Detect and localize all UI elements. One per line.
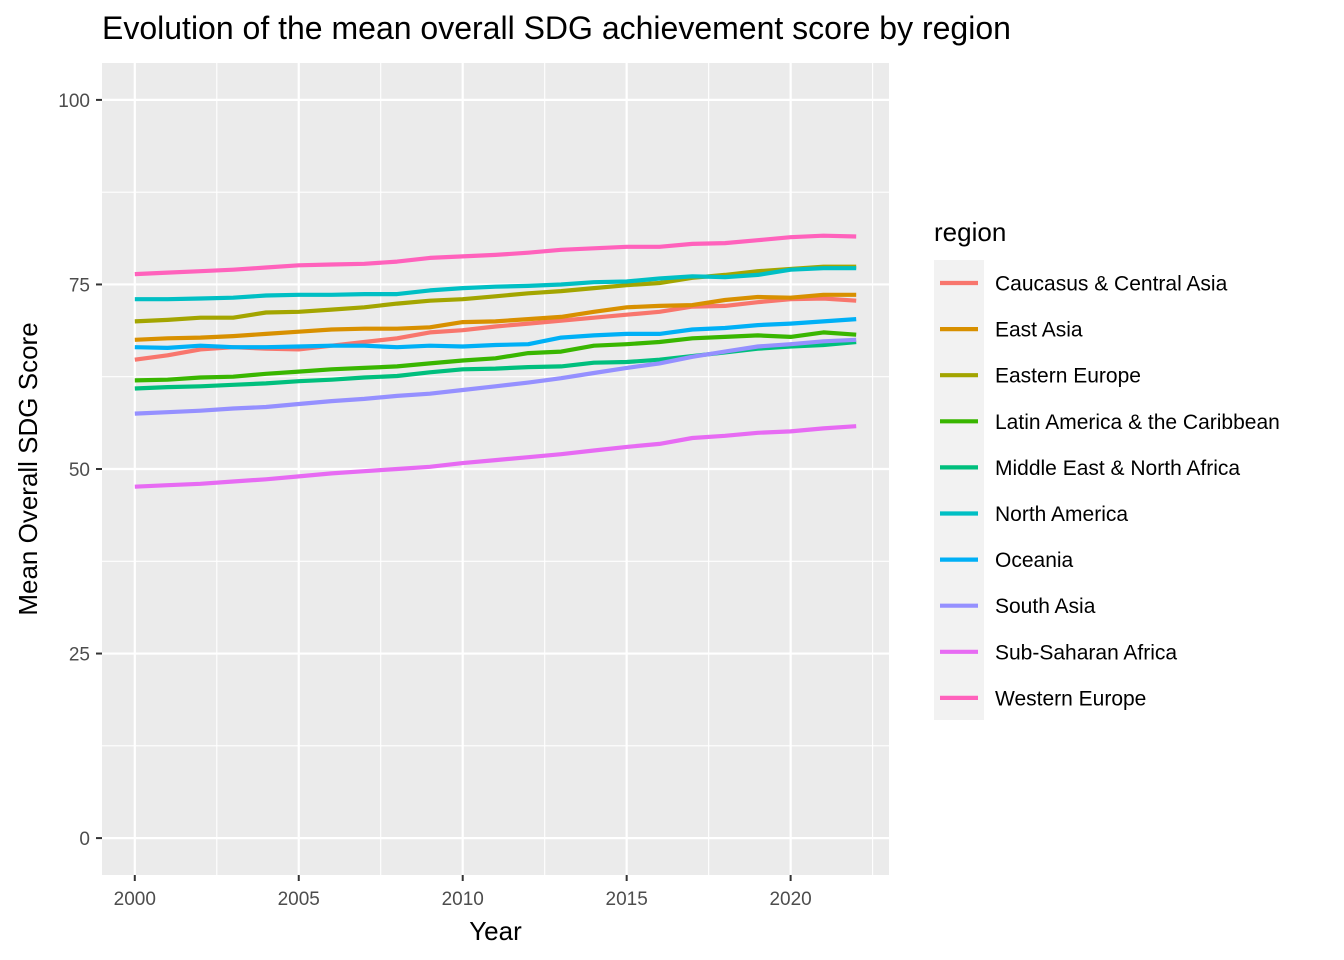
legend-label: Sub-Saharan Africa: [995, 641, 1177, 664]
series-lines: [134, 233, 857, 489]
y-axis: 0 25 50 75 100: [58, 91, 102, 850]
y-tick-label: 0: [79, 829, 90, 850]
x-axis-title: Year: [469, 916, 522, 946]
series-line: [134, 264, 857, 324]
x-axis: 2000 2005 2010 2015 2020: [114, 875, 812, 910]
y-tick-label: 100: [58, 91, 90, 112]
series-line: [134, 424, 857, 489]
y-tick-label: 25: [69, 645, 90, 666]
legend-items: Caucasus & Central Asia East Asia Eastern …: [940, 273, 1280, 710]
x-tick-label: 2005: [278, 889, 320, 910]
x-tick-label: 2000: [114, 889, 156, 910]
series-line: [134, 233, 857, 277]
legend: region Caucasus & Central Asia East Asia E…: [934, 217, 1280, 720]
legend-label: East Asia: [995, 319, 1083, 342]
legend-key-background: [934, 260, 984, 720]
y-axis-title: Mean Overall SDG Score: [13, 322, 43, 615]
x-tick-label: 2010: [442, 889, 484, 910]
legend-label: Western Europe: [995, 687, 1146, 710]
legend-label: Eastern Europe: [995, 365, 1141, 388]
legend-label: Middle East & North Africa: [995, 457, 1240, 480]
legend-label: South Asia: [995, 595, 1096, 618]
y-tick-label: 50: [69, 460, 90, 481]
series-line: [134, 330, 857, 383]
legend-label: Caucasus & Central Asia: [995, 273, 1228, 296]
x-tick-label: 2015: [606, 889, 648, 910]
legend-label: Latin America & the Caribbean: [995, 411, 1280, 434]
legend-label: Oceania: [995, 549, 1074, 572]
series-line: [134, 337, 857, 416]
series-line: [134, 266, 857, 302]
chart-title: Evolution of the mean overall SDG achiev…: [102, 10, 1011, 46]
legend-label: North America: [995, 503, 1128, 526]
series-line: [134, 292, 857, 342]
grid-major: [102, 63, 889, 875]
x-tick-label: 2020: [769, 889, 811, 910]
y-tick-label: 75: [69, 275, 90, 296]
series-line: [134, 317, 857, 350]
legend-title: region: [934, 217, 1006, 247]
